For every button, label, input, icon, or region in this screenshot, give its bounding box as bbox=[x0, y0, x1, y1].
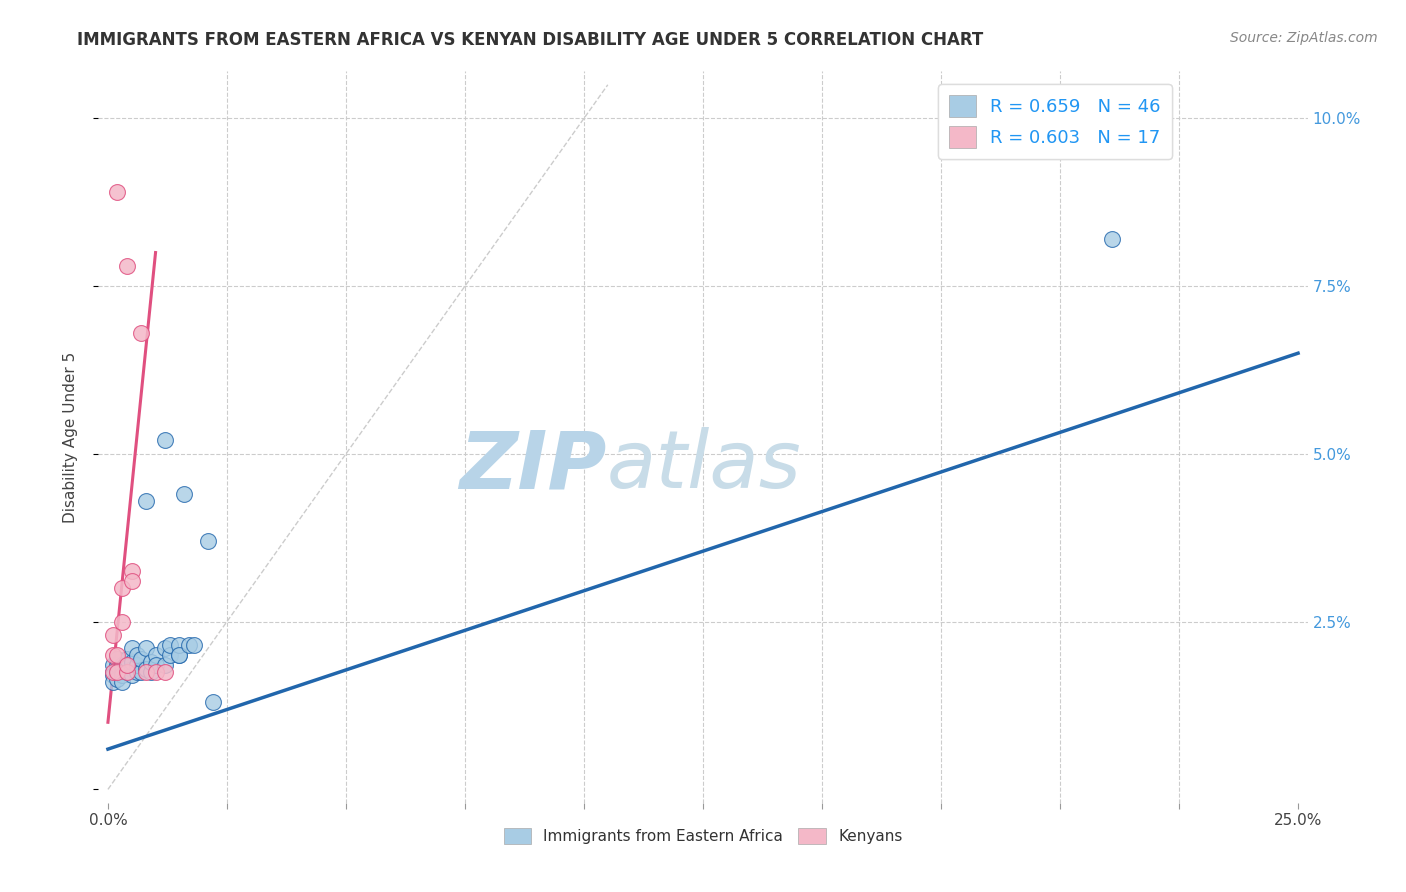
Point bbox=[111, 665, 134, 679]
Point bbox=[107, 658, 129, 673]
Point bbox=[115, 651, 138, 665]
Point bbox=[111, 668, 134, 682]
Text: Source: ZipAtlas.com: Source: ZipAtlas.com bbox=[1230, 31, 1378, 45]
Point bbox=[145, 665, 167, 679]
Point bbox=[177, 638, 200, 652]
Point bbox=[169, 648, 191, 662]
Point bbox=[107, 665, 129, 679]
Point bbox=[129, 665, 152, 679]
Point bbox=[111, 581, 134, 595]
Text: IMMIGRANTS FROM EASTERN AFRICA VS KENYAN DISABILITY AGE UNDER 5 CORRELATION CHAR: IMMIGRANTS FROM EASTERN AFRICA VS KENYAN… bbox=[77, 31, 984, 49]
Point bbox=[111, 615, 134, 629]
Point bbox=[101, 665, 124, 679]
Point bbox=[139, 655, 162, 669]
Point bbox=[197, 534, 219, 549]
Point bbox=[183, 638, 205, 652]
Point bbox=[121, 564, 143, 578]
Point bbox=[153, 658, 176, 673]
Point bbox=[107, 648, 129, 662]
Point bbox=[101, 658, 124, 673]
Point bbox=[107, 662, 129, 676]
Point bbox=[121, 641, 143, 656]
Point bbox=[101, 648, 124, 662]
Y-axis label: Disability Age Under 5: Disability Age Under 5 bbox=[63, 351, 77, 523]
Point bbox=[111, 658, 134, 673]
Text: atlas: atlas bbox=[606, 427, 801, 506]
Point bbox=[153, 641, 176, 656]
Point bbox=[101, 628, 124, 642]
Point bbox=[125, 648, 148, 662]
Point bbox=[129, 326, 152, 340]
Point bbox=[159, 648, 181, 662]
Point bbox=[125, 665, 148, 679]
Point bbox=[121, 662, 143, 676]
Point bbox=[135, 665, 157, 679]
Point bbox=[115, 658, 138, 673]
Text: ZIP: ZIP bbox=[458, 427, 606, 506]
Point bbox=[125, 658, 148, 673]
Point bbox=[115, 658, 138, 673]
Point bbox=[135, 662, 157, 676]
Point bbox=[111, 675, 134, 690]
Point bbox=[201, 695, 224, 709]
Point bbox=[173, 487, 195, 501]
Point bbox=[115, 259, 138, 273]
Legend: R = 0.659   N = 46, R = 0.603   N = 17: R = 0.659 N = 46, R = 0.603 N = 17 bbox=[938, 84, 1171, 159]
Point bbox=[107, 672, 129, 686]
Point bbox=[107, 185, 129, 199]
Point bbox=[139, 665, 162, 679]
Point bbox=[121, 668, 143, 682]
Point bbox=[101, 675, 124, 690]
Point bbox=[121, 655, 143, 669]
Point bbox=[107, 651, 129, 665]
Point bbox=[145, 658, 167, 673]
Point bbox=[169, 648, 191, 662]
Point bbox=[135, 493, 157, 508]
Point bbox=[101, 668, 124, 682]
Point bbox=[153, 434, 176, 448]
Point bbox=[135, 641, 157, 656]
Point bbox=[145, 648, 167, 662]
Point bbox=[107, 665, 129, 679]
Point bbox=[101, 665, 124, 679]
Point bbox=[1101, 232, 1123, 246]
Point bbox=[129, 651, 152, 665]
Point bbox=[115, 665, 138, 679]
Point bbox=[115, 665, 138, 679]
Point bbox=[153, 665, 176, 679]
Point bbox=[121, 574, 143, 589]
Point bbox=[159, 638, 181, 652]
Point bbox=[169, 638, 191, 652]
